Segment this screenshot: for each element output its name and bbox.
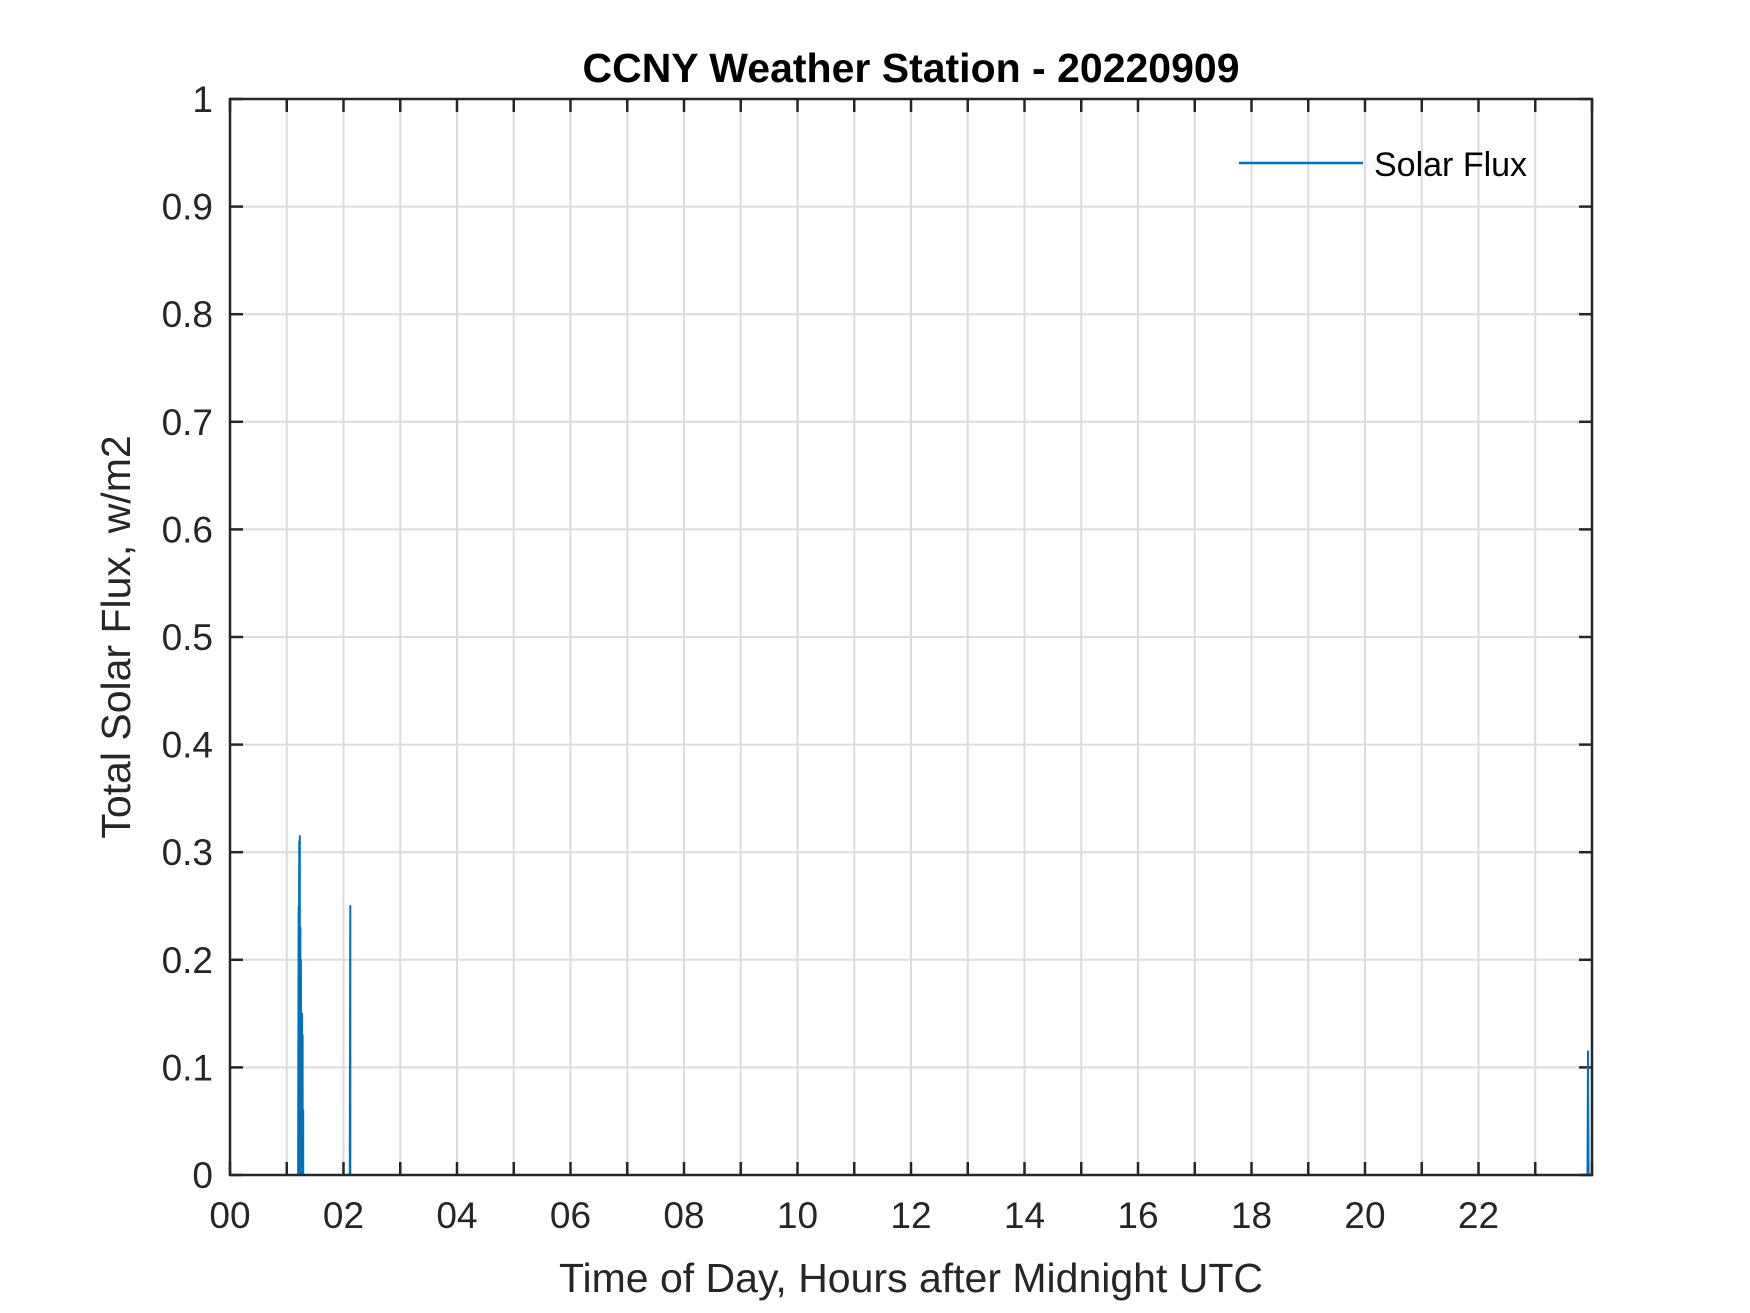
y-gridlines	[230, 205, 1592, 1069]
y-axis-label: Total Solar Flux, w/m2	[93, 435, 139, 838]
legend: Solar Flux	[1239, 146, 1527, 184]
y-tick-label: 0.9	[162, 187, 213, 228]
x-tick-label: 18	[1231, 1195, 1272, 1236]
chart-title: CCNY Weather Station - 20220909	[582, 45, 1239, 91]
y-tick-labels: 0 0.1 0.2 0.3 0.4 0.5 0.6 0.7 0.8 0.9 1	[162, 79, 213, 1196]
x-tick-label: 22	[1458, 1195, 1499, 1236]
y-tick-label: 0.7	[162, 402, 213, 443]
x-tick-label: 14	[1004, 1195, 1045, 1236]
y-tick-label: 0.8	[162, 294, 213, 335]
x-tick-labels: 00 02 04 06 08 10 12 14 16 18 20 22	[209, 1195, 1499, 1236]
y-tick-label: 0.6	[162, 509, 213, 550]
legend-entry-solar-flux: Solar Flux	[1374, 146, 1527, 184]
x-tick-label: 10	[777, 1195, 818, 1236]
y-tick-label: 0.5	[162, 617, 213, 658]
x-tick-label: 02	[323, 1195, 364, 1236]
x-tick-label: 12	[890, 1195, 931, 1236]
y-tick-label: 0.4	[162, 725, 213, 766]
x-axis-label: Time of Day, Hours after Midnight UTC	[559, 1255, 1263, 1301]
y-tick-label: 1	[192, 79, 213, 120]
series-layer	[297, 835, 1590, 1176]
y-tick-label: 0.1	[162, 1047, 213, 1088]
plot-frame	[228, 97, 1594, 1177]
y-tick-label: 0.2	[162, 940, 213, 981]
x-tick-label: 04	[436, 1195, 477, 1236]
x-tick-label: 00	[209, 1195, 250, 1236]
x-tick-label: 06	[550, 1195, 591, 1236]
series-line-0	[297, 835, 1590, 1176]
x-tick-label: 08	[663, 1195, 704, 1236]
y-tick-label: 0	[192, 1155, 213, 1196]
y-tick-label: 0.3	[162, 832, 213, 873]
x-tick-label: 20	[1344, 1195, 1385, 1236]
x-tick-label: 16	[1117, 1195, 1158, 1236]
